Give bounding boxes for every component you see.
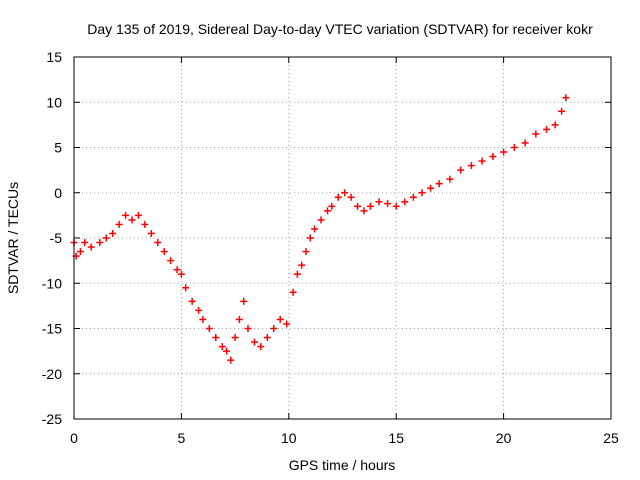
data-point [134, 211, 142, 219]
data-point [227, 356, 235, 364]
data-point [375, 198, 383, 206]
axis-ticks: 0 5 10 15 20 25 -25 -20 -15 -10 -5 0 5 10 15 [42, 49, 619, 446]
x-tick-label: 20 [496, 430, 512, 446]
chart-title: Day 135 of 2019, Sidereal Day-to-day VTE… [87, 21, 593, 37]
data-point [199, 315, 207, 323]
data-point [122, 211, 130, 219]
data-point [302, 248, 310, 256]
data-point [177, 270, 185, 278]
data-point [311, 225, 319, 233]
data-point [334, 193, 342, 201]
data-point [205, 325, 213, 332]
data-point [467, 162, 475, 170]
y-tick-label: -5 [50, 230, 63, 246]
data-point [128, 216, 136, 224]
data-point [76, 248, 84, 256]
data-point [532, 130, 540, 138]
y-tick-label: -25 [42, 411, 62, 427]
data-point [167, 257, 175, 265]
data-point [543, 125, 551, 133]
data-point [240, 297, 248, 305]
data-point [500, 148, 508, 156]
data-point [223, 347, 231, 355]
y-axis-title: SDTVAR / TECUs [5, 182, 21, 294]
data-point [392, 202, 400, 210]
data-point [551, 121, 559, 129]
data-point [244, 325, 252, 332]
y-tick-label: -10 [42, 275, 62, 291]
data-point [87, 243, 95, 251]
data-point [418, 189, 426, 197]
data-point [257, 343, 265, 351]
y-tick-label: 5 [54, 140, 62, 156]
x-tick-label: 25 [603, 430, 619, 446]
data-point [323, 207, 331, 215]
data-point [347, 193, 355, 201]
data-point [218, 343, 226, 351]
data-point [154, 239, 162, 247]
data-point [147, 229, 155, 237]
data-point [435, 180, 443, 188]
data-point [250, 338, 258, 346]
data-point [298, 261, 306, 269]
data-point [283, 320, 291, 328]
data-point [521, 139, 529, 147]
data-point [328, 202, 336, 210]
x-tick-label: 15 [388, 430, 404, 446]
data-point [109, 229, 117, 237]
data-point [409, 193, 417, 201]
data-point [558, 107, 566, 115]
data-point [427, 184, 435, 192]
data-point [81, 239, 89, 247]
data-point [317, 216, 325, 224]
data-point [182, 284, 190, 292]
data-point [195, 306, 203, 314]
data-point [231, 334, 239, 342]
data-point [360, 207, 368, 215]
data-point [173, 266, 181, 274]
y-tick-label: 15 [46, 49, 62, 65]
data-point [188, 297, 196, 305]
data-point [96, 239, 104, 247]
y-tick-label: -20 [42, 366, 62, 382]
y-tick-label: 10 [46, 94, 62, 110]
data-point [354, 202, 362, 210]
x-axis-title: GPS time / hours [289, 457, 396, 473]
data-point [212, 334, 220, 342]
data-point [141, 220, 149, 228]
data-point [510, 144, 518, 151]
data-point [270, 325, 278, 332]
data-point [366, 202, 374, 210]
data-point [235, 315, 243, 323]
data-point [289, 288, 297, 296]
data-point [384, 200, 392, 208]
data-point [276, 315, 284, 323]
x-tick-label: 5 [178, 430, 186, 446]
data-point [293, 270, 301, 278]
x-tick-label: 0 [70, 430, 78, 446]
data-point [341, 189, 349, 197]
data-point [446, 175, 454, 183]
data-point [457, 166, 465, 174]
y-tick-label: -15 [42, 321, 62, 337]
data-point [489, 153, 497, 161]
data-point [306, 234, 314, 242]
grid-lines [74, 57, 611, 419]
data-point [263, 334, 271, 342]
data-point [401, 198, 409, 206]
data-point [115, 220, 123, 228]
data-point [160, 248, 168, 256]
x-tick-label: 10 [281, 430, 297, 446]
data-point [102, 234, 110, 242]
data-points [70, 94, 570, 364]
data-point [478, 157, 486, 165]
data-point [562, 94, 570, 102]
y-tick-label: 0 [54, 185, 62, 201]
